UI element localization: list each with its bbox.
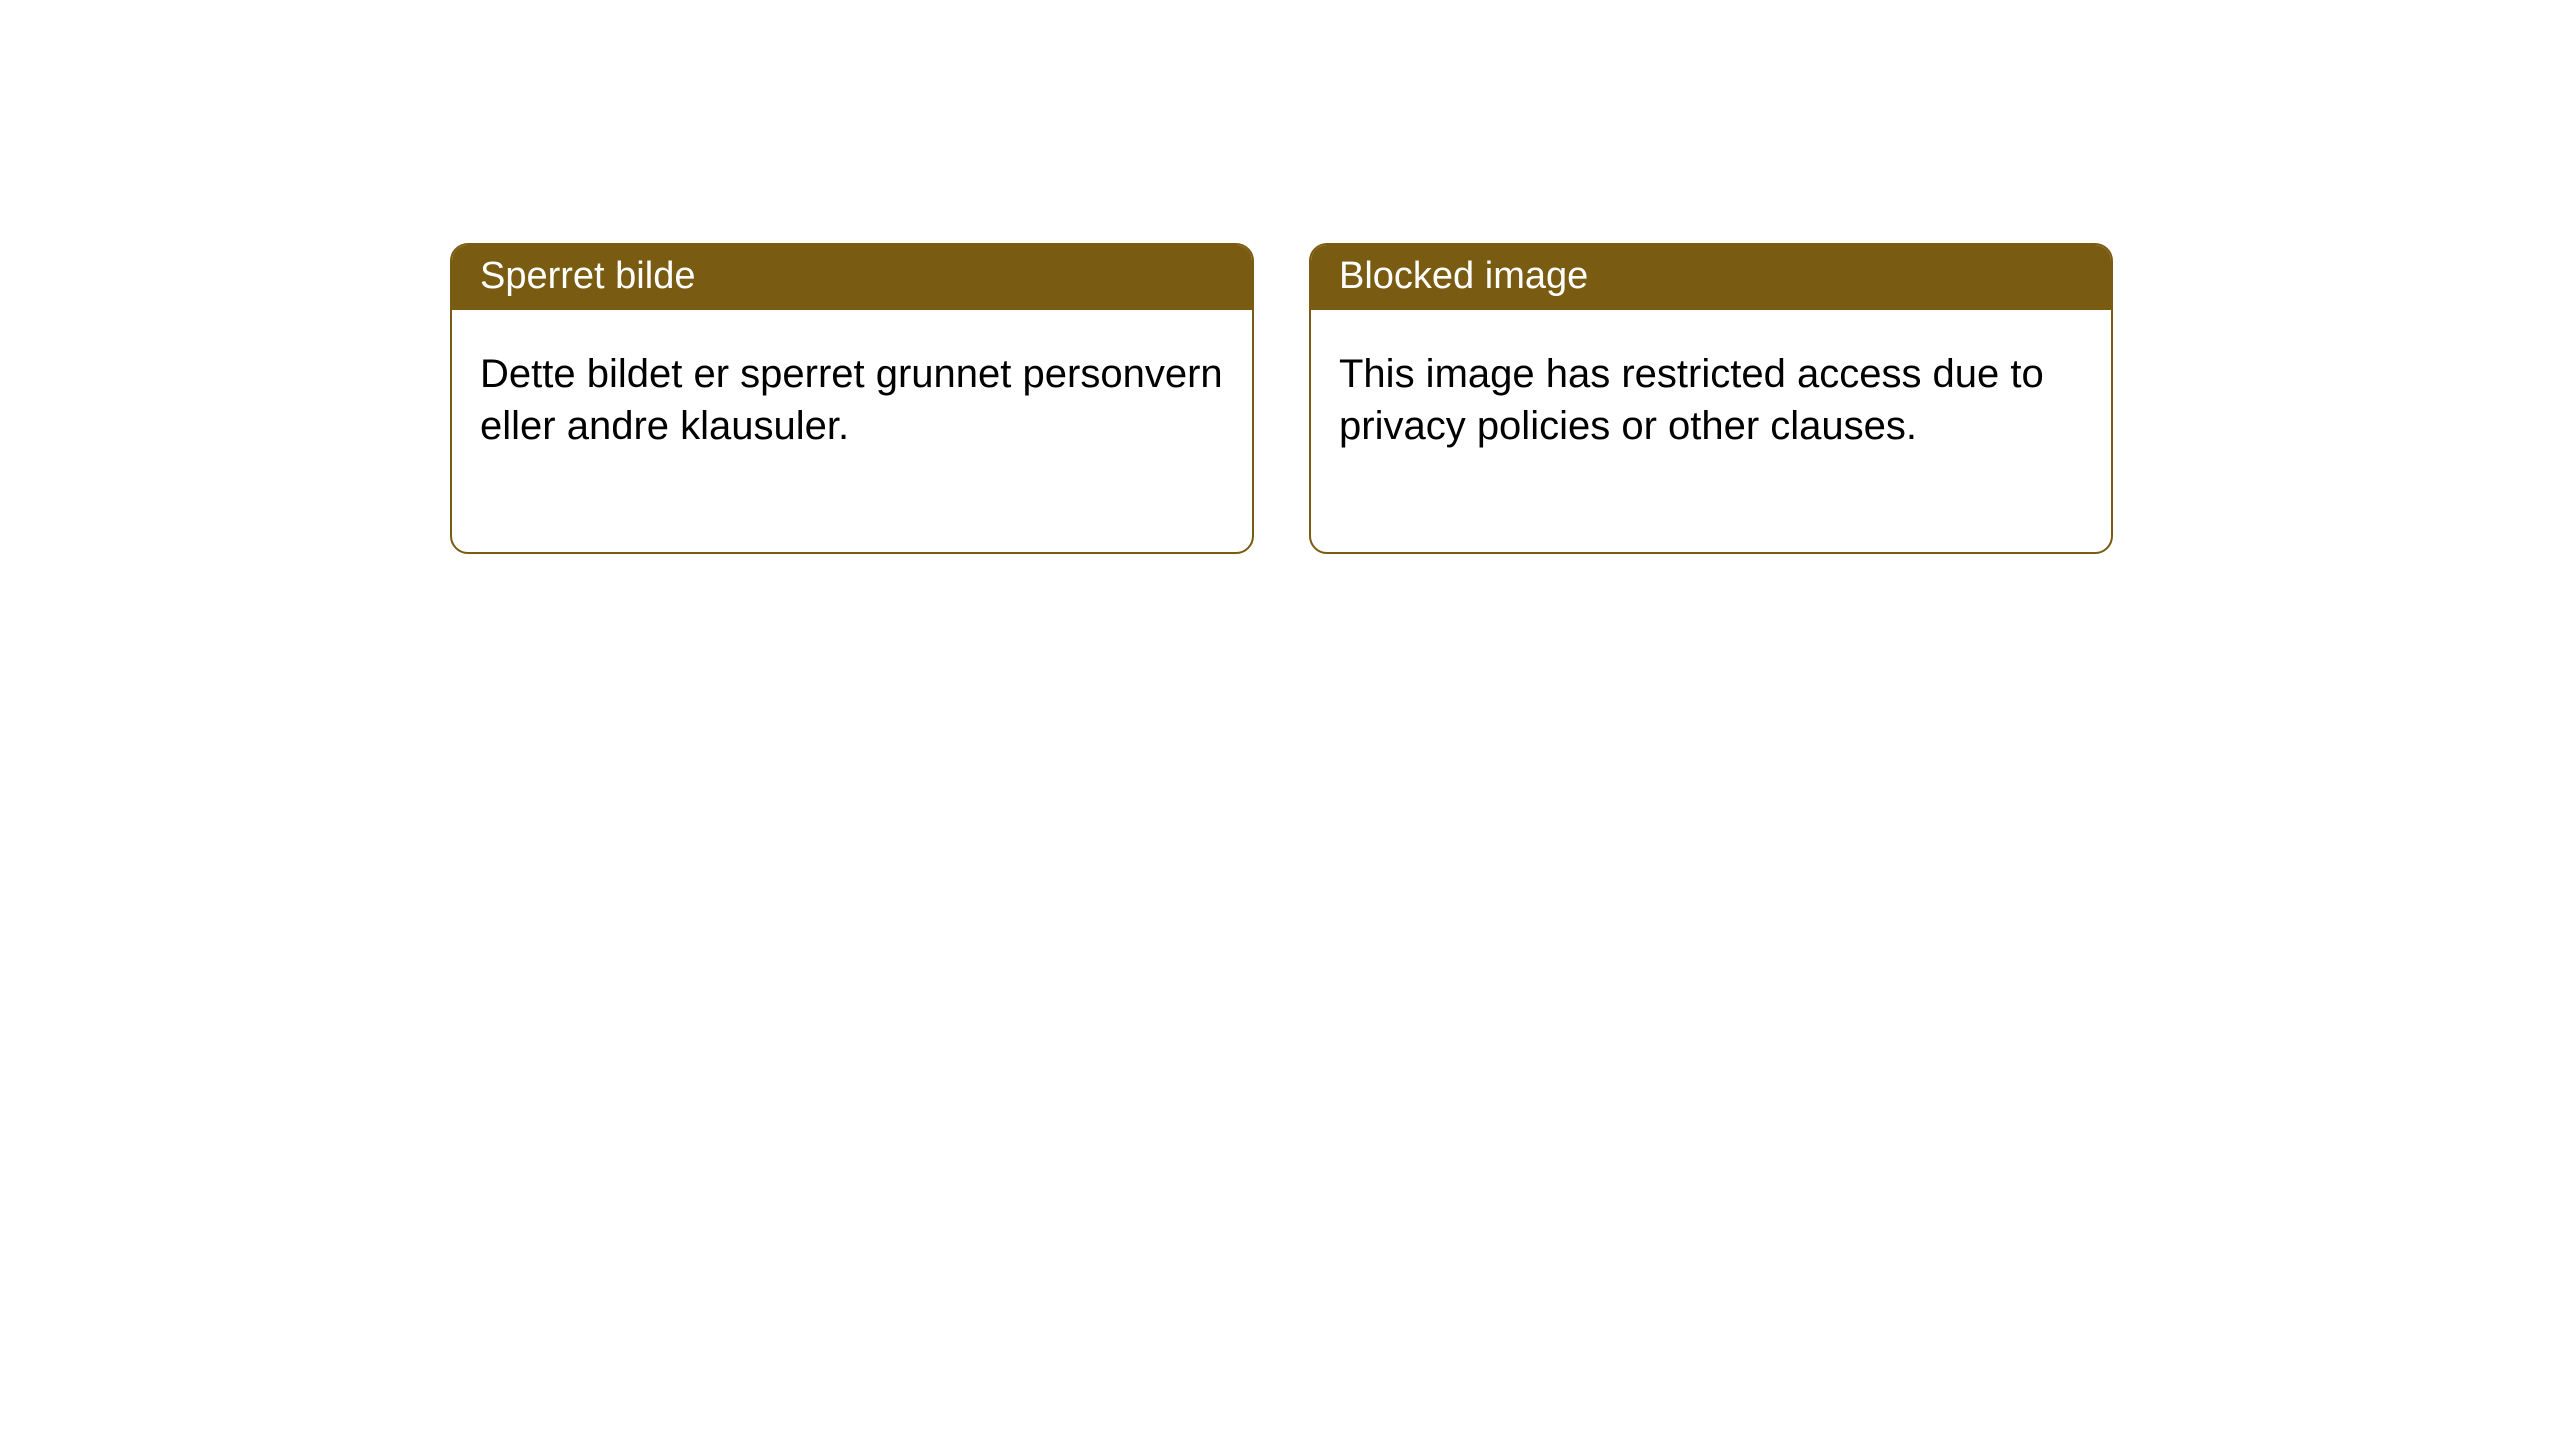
notice-card-english: Blocked image This image has restricted … bbox=[1309, 243, 2113, 554]
notice-container: Sperret bilde Dette bildet er sperret gr… bbox=[0, 0, 2560, 554]
notice-body: Dette bildet er sperret grunnet personve… bbox=[452, 310, 1252, 552]
notice-body: This image has restricted access due to … bbox=[1311, 310, 2111, 552]
notice-title: Sperret bilde bbox=[452, 245, 1252, 310]
notice-title: Blocked image bbox=[1311, 245, 2111, 310]
notice-card-norwegian: Sperret bilde Dette bildet er sperret gr… bbox=[450, 243, 1254, 554]
